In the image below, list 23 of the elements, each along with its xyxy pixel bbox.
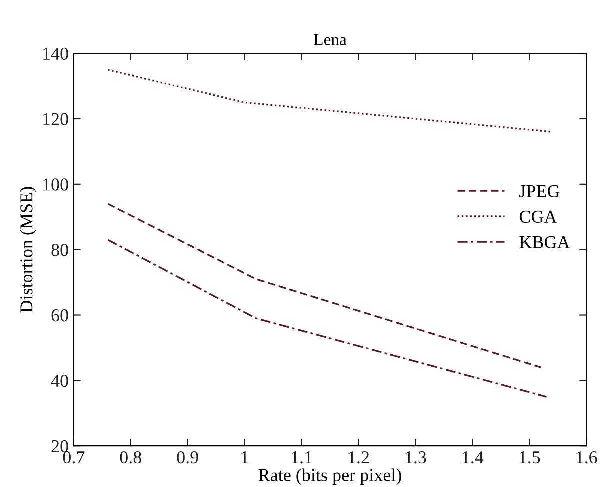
legend-label: CGA	[520, 210, 558, 224]
y-tick-label: 60	[52, 310, 68, 322]
y-tick-label: 20	[52, 440, 68, 453]
chart-title: Lena	[314, 34, 347, 46]
x-tick-label: 0.9	[177, 451, 198, 464]
x-tick-label: 1.6	[576, 452, 598, 464]
legend-label: KBGA	[520, 236, 570, 249]
x-tick-label: 1.3	[406, 452, 426, 464]
y-tick-label: 120	[44, 113, 68, 126]
x-tick-label: 0.8	[120, 451, 142, 464]
x-tick-label: 1	[242, 452, 248, 464]
y-tick-label: 140	[44, 48, 68, 60]
y-tick-label: 40	[51, 374, 68, 388]
y-tick-label: 80	[52, 244, 68, 256]
x-tick-label: 1.5	[520, 452, 540, 464]
x-axis-title: Rate (bits per pixel)	[258, 468, 402, 486]
y-tick-label: 100	[44, 178, 68, 191]
x-tick-label: 1.4	[462, 452, 484, 464]
x-tick-label: 0.7	[63, 451, 85, 464]
x-tick-label: 1.2	[349, 452, 370, 464]
legend-label: JPEG	[520, 185, 560, 198]
y-axis-title: Distortion (MSE)	[20, 187, 36, 313]
x-tick-label: 1.1	[292, 452, 312, 464]
